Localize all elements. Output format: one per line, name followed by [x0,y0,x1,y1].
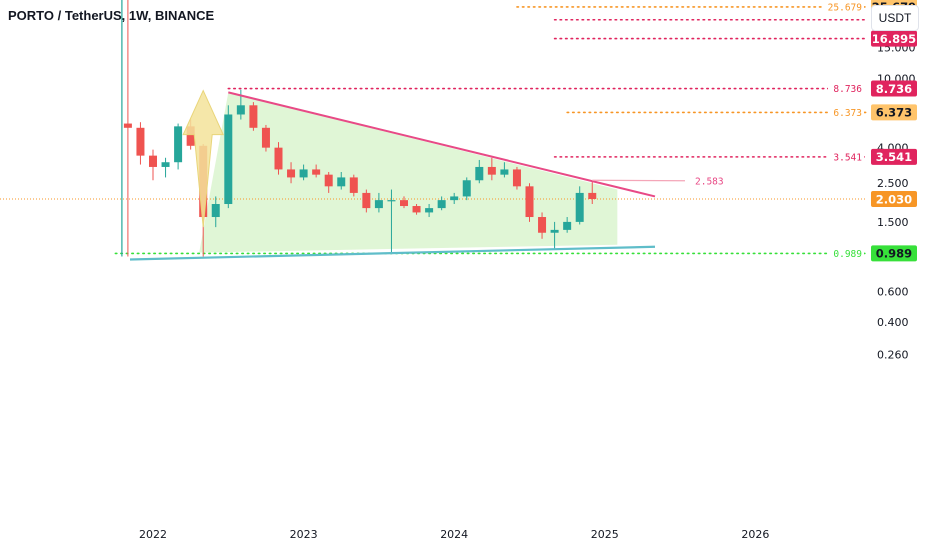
candle-body-15 [312,169,321,175]
candle-body-34 [550,229,559,233]
level-label-bg-1 [822,0,864,13]
candle-body-37 [588,192,597,200]
candle-body-9 [236,105,245,115]
quote-name: TetherUS [64,8,122,23]
candle-body-31 [512,169,521,187]
y-tick-8: 0.600 [877,285,909,298]
level-label-4: 8.736 [833,84,862,95]
symbol-name: PORTO [8,8,54,23]
candle-body-27 [462,180,471,197]
candle-body-21 [387,200,396,202]
triangle-fill-layer [199,92,618,253]
candle-body-2 [149,155,157,167]
price-tag-bg-6 [871,148,917,165]
candle-body-22 [400,200,408,207]
level-lines-layer: 25.679 8.736 6.373 3.541 0.989 [0,0,867,260]
candle-body-26 [450,196,459,201]
candle-body-30 [500,169,509,175]
level-label-5: 6.373 [833,108,862,119]
candle-body-16 [324,174,333,187]
y-tick-10: 0.260 [877,349,909,362]
y-tick-7: 1.500 [877,216,909,229]
price-tag-5: 6.373 [876,106,912,120]
candle-body-20 [374,200,383,209]
x-tick-2: 2024 [440,528,468,541]
candle-body-5 [186,126,195,146]
x-tick-4: 2026 [741,528,769,541]
candle-body-10 [249,105,258,128]
candle-body-19 [362,192,371,209]
candle-body-13 [287,169,296,178]
upper-trendline [228,91,656,198]
level-label-6: 3.541 [833,152,862,163]
exchange-label: BINANCE [154,8,215,23]
title-comma: , [121,8,129,23]
candle-body-28 [475,166,484,181]
time-axis: 2022 2023 2024 2025 2026 [139,528,769,541]
title-comma-2: , [147,8,155,23]
candle-body-11 [261,127,270,148]
price-tag-6: 3.541 [876,150,912,164]
x-tick-3: 2025 [591,528,619,541]
level-label-1: 25.679 [828,2,863,13]
candle-body-0 [123,123,132,128]
y-tick-6: 2.500 [877,177,909,190]
price-tag-8: 0.989 [876,247,912,261]
candle-body-29 [487,166,496,175]
candle-body-32 [525,186,534,218]
candle-body-23 [412,206,421,213]
drawings-layer: 2.583 [121,0,724,261]
lower-trendline [129,245,656,261]
level-label-7: 0.989 [833,249,862,260]
candle-body-7 [211,204,220,218]
price-tag-bg-8 [871,245,917,262]
trendline-extension-label: 2.583 [695,176,724,187]
x-tick-1: 2023 [290,528,318,541]
price-tag-4: 8.736 [876,82,912,96]
candle-body-14 [299,169,308,178]
price-tag-bg-7 [871,191,917,208]
price-tag-3: 16.895 [872,32,916,46]
candle-body-12 [274,147,283,170]
x-tick-0: 2022 [139,528,167,541]
candle-body-33 [538,217,547,233]
level-label-bg-6 [828,149,864,163]
candle-body-1 [136,127,145,156]
price-tag-7: 2.030 [876,192,912,206]
price-tag-bg-5 [871,104,917,121]
candle-body-25 [437,200,446,209]
triangle-pattern-fill [199,92,618,253]
price-tag-bg-4 [871,80,917,97]
candle-body-4 [174,126,183,163]
chart-title: PORTO / TetherUS, 1W, BINANCE [8,8,214,23]
up-arrow-drawing [182,89,224,228]
interval-label: 1W [128,8,148,23]
price-tag-bg-3 [871,30,917,47]
candle-body-18 [349,177,358,193]
currency-button[interactable]: USDT [871,5,919,31]
candle-body-24 [425,208,434,213]
symbol-separator: / [54,8,65,23]
level-label-bg-5 [828,105,864,119]
level-label-bg-4 [828,81,864,95]
candle-body-17 [337,177,346,187]
candle-body-36 [575,192,584,222]
level-label-bg-7 [828,246,864,260]
candle-body-8 [224,114,233,205]
y-tick-9: 0.400 [877,316,909,329]
candle-body-3 [161,162,170,167]
candle-body-35 [563,221,572,230]
price-axis: 60.00040.00025.00015.00010.0004.0002.500… [877,3,916,362]
